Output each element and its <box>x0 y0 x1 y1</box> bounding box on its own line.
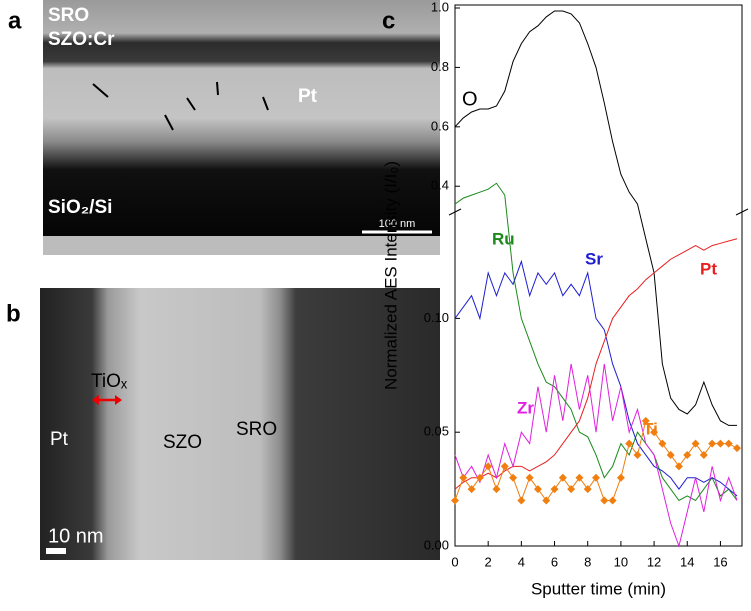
marker <box>517 496 526 505</box>
x-tick-label: 10 <box>614 554 628 569</box>
layer-label: SRO <box>236 419 277 440</box>
x-tick-label: 4 <box>518 554 525 569</box>
marker <box>583 485 592 494</box>
sem-info-bar <box>43 236 440 255</box>
x-axis-label: Sputter time (min) <box>531 579 666 598</box>
layer-label: SRO <box>48 5 89 26</box>
sem-image <box>43 0 440 236</box>
axis-frame <box>454 4 743 547</box>
marker <box>459 473 468 482</box>
marker <box>475 473 484 482</box>
marker <box>550 485 559 494</box>
marker <box>592 473 601 482</box>
marker <box>467 485 476 494</box>
y-tick-label: 0.4 <box>431 178 449 193</box>
marker <box>533 485 542 494</box>
marker <box>542 496 551 505</box>
marker <box>451 496 459 505</box>
y-tick-label: 0.6 <box>431 118 449 133</box>
marker <box>608 496 617 505</box>
scale-bar <box>46 548 66 554</box>
marker <box>699 450 708 459</box>
series-line <box>454 238 738 490</box>
series-label: Pt <box>700 259 717 278</box>
marker <box>674 462 683 471</box>
panel-c: c 0.00 0.05 0.10 0.4 0.6 0.8 1.0 0 2 4 6 8 10 12 14 16 S… <box>381 0 749 598</box>
panel-letter: c <box>382 7 395 34</box>
scale-label: 100 nm <box>379 218 416 230</box>
series-label: Ru <box>492 229 515 248</box>
panel-letter: a <box>8 7 22 34</box>
scale-label: 10 nm <box>48 525 104 547</box>
marker <box>525 473 534 482</box>
axis-break <box>735 208 749 216</box>
x-tick-label: 6 <box>551 554 558 569</box>
panel-a: a SRO SZO:Cr Pt SiO₂/Si 100 nm <box>8 0 440 255</box>
arrow-heads <box>92 395 122 405</box>
x-tick-label: 2 <box>485 554 492 569</box>
layer-label: SZO:Cr <box>48 29 115 50</box>
y-tick-label: 1.0 <box>431 0 449 14</box>
layer-label: Pt <box>50 429 69 450</box>
marker <box>500 462 509 471</box>
layer-label: Pt <box>298 86 318 107</box>
marker <box>641 416 650 425</box>
marker <box>600 496 609 505</box>
axis-break <box>448 208 462 216</box>
y-tick-label: 0.05 <box>424 424 449 439</box>
y-tick-label: 0.8 <box>431 59 449 74</box>
panel-letter: b <box>6 300 21 327</box>
marker <box>625 439 634 448</box>
x-tick-label: 8 <box>584 554 591 569</box>
marker <box>558 473 567 482</box>
series-label: Zr <box>517 398 534 417</box>
marker <box>733 444 742 453</box>
series-line <box>454 182 738 502</box>
x-tick-label: 14 <box>680 554 694 569</box>
marker <box>724 439 733 448</box>
marker <box>509 473 518 482</box>
layer-label: SZO <box>163 432 202 453</box>
marker <box>575 473 584 482</box>
marker <box>716 439 725 448</box>
marker <box>691 439 700 448</box>
marker <box>708 439 717 448</box>
series-label: Ti <box>643 419 658 438</box>
marker <box>666 450 675 459</box>
y-axis-label: Normalized AES Intensity (I/I₀) <box>381 161 400 390</box>
series-line <box>454 259 738 497</box>
marker <box>616 473 625 482</box>
marker <box>658 439 667 448</box>
panel-b: b TiOₓ Pt SZO SRO 10 nm <box>6 288 440 560</box>
x-tick-label: 12 <box>647 554 661 569</box>
y-tick-label: 0.10 <box>424 310 449 325</box>
series-line <box>454 363 738 548</box>
series-label: O <box>462 88 478 110</box>
arrows <box>92 81 269 131</box>
marker <box>683 450 692 459</box>
marker <box>492 485 501 494</box>
layer-label: TiOₓ <box>91 371 128 392</box>
marker <box>633 450 642 459</box>
marker <box>567 485 576 494</box>
x-tick-label: 16 <box>713 554 727 569</box>
tem-image <box>40 288 440 560</box>
y-tick-label: 0.00 <box>424 537 449 552</box>
marker <box>484 462 493 471</box>
series-label: Sr <box>585 249 603 268</box>
x-tick-label: 0 <box>451 554 458 569</box>
marker <box>650 428 659 437</box>
layer-label: SiO₂/Si <box>48 197 112 218</box>
series-line <box>454 10 738 426</box>
